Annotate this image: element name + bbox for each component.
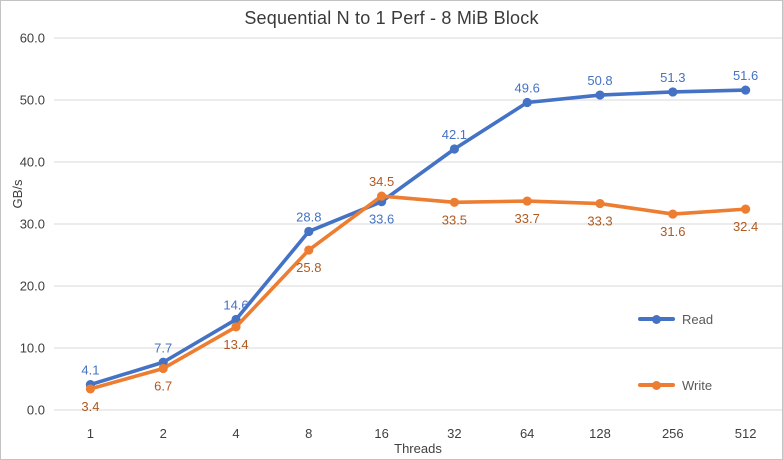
chart-title: Sequential N to 1 Perf - 8 MiB Block <box>244 8 539 28</box>
write-marker <box>377 191 387 201</box>
read-marker <box>449 144 459 154</box>
x-tick-label: 16 <box>374 426 388 441</box>
write-data-label: 25.8 <box>296 260 321 275</box>
y-tick-label: 30.0 <box>20 217 45 232</box>
read-marker <box>231 314 241 325</box>
read-data-label: 28.8 <box>296 209 321 224</box>
read-data-label: 42.1 <box>442 127 467 142</box>
read-data-label: 4.1 <box>81 363 99 378</box>
x-tick-label: 2 <box>160 426 167 441</box>
write-data-label: 3.4 <box>81 399 99 414</box>
write-data-label: 33.3 <box>587 214 612 229</box>
write-data-label: 33.7 <box>515 211 540 226</box>
write-data-label: 6.7 <box>154 378 172 393</box>
read-data-label: 51.6 <box>733 68 758 83</box>
y-tick-label: 0.0 <box>27 403 45 418</box>
write-marker <box>158 363 168 374</box>
read-data-label: 14.6 <box>223 297 248 312</box>
write-marker <box>449 197 459 207</box>
x-tick-label: 128 <box>589 426 611 441</box>
x-tick-label: 32 <box>447 426 461 441</box>
y-tick-label: 40.0 <box>20 155 45 170</box>
y-tick-label: 60.0 <box>20 31 45 46</box>
y-tick-label: 50.0 <box>20 93 45 108</box>
legend-label-read: Read <box>682 311 714 327</box>
read-data-label: 33.6 <box>369 212 394 227</box>
x-tick-label: 256 <box>662 426 684 441</box>
write-data-label: 32.4 <box>733 219 758 234</box>
write-marker <box>304 245 314 255</box>
x-axis-title: Threads <box>394 441 442 456</box>
legend-item-write: Write <box>638 376 712 394</box>
write-series-line <box>88 194 748 391</box>
read-marker <box>741 85 751 95</box>
read-series-line <box>88 88 748 387</box>
read-marker <box>522 97 532 108</box>
write-legend-dot-icon <box>652 380 661 390</box>
read-data-label: 50.8 <box>587 73 612 88</box>
write-data-label: 13.4 <box>223 337 248 352</box>
y-tick-label: 20.0 <box>20 279 45 294</box>
legend-label-write: Write <box>682 377 713 393</box>
read-legend-dot-icon <box>652 314 661 324</box>
write-marker <box>231 322 241 332</box>
x-tick-label: 64 <box>520 426 534 441</box>
x-tick-label: 8 <box>305 426 312 441</box>
write-data-label: 31.6 <box>660 224 685 239</box>
write-marker <box>85 384 95 394</box>
write-data-label: 34.5 <box>369 174 394 189</box>
read-series-swatch-icon <box>638 314 675 324</box>
write-marker <box>522 196 532 206</box>
read-marker <box>595 90 605 100</box>
x-tick-label: 4 <box>232 426 239 441</box>
x-tick-label: 512 <box>735 426 757 441</box>
write-marker <box>668 209 678 219</box>
read-data-label: 49.6 <box>515 80 540 95</box>
write-marker <box>741 204 751 214</box>
y-tick-label: 10.0 <box>20 341 45 356</box>
read-marker <box>304 226 314 237</box>
legend-item-read: Read <box>638 310 713 328</box>
write-data-label: 33.5 <box>442 212 467 227</box>
read-marker <box>668 87 678 97</box>
x-tick-label: 1 <box>87 426 94 441</box>
write-marker <box>595 198 605 209</box>
read-data-label: 51.3 <box>660 70 685 85</box>
read-data-label: 7.7 <box>154 340 172 355</box>
write-series-swatch-icon <box>638 380 675 390</box>
